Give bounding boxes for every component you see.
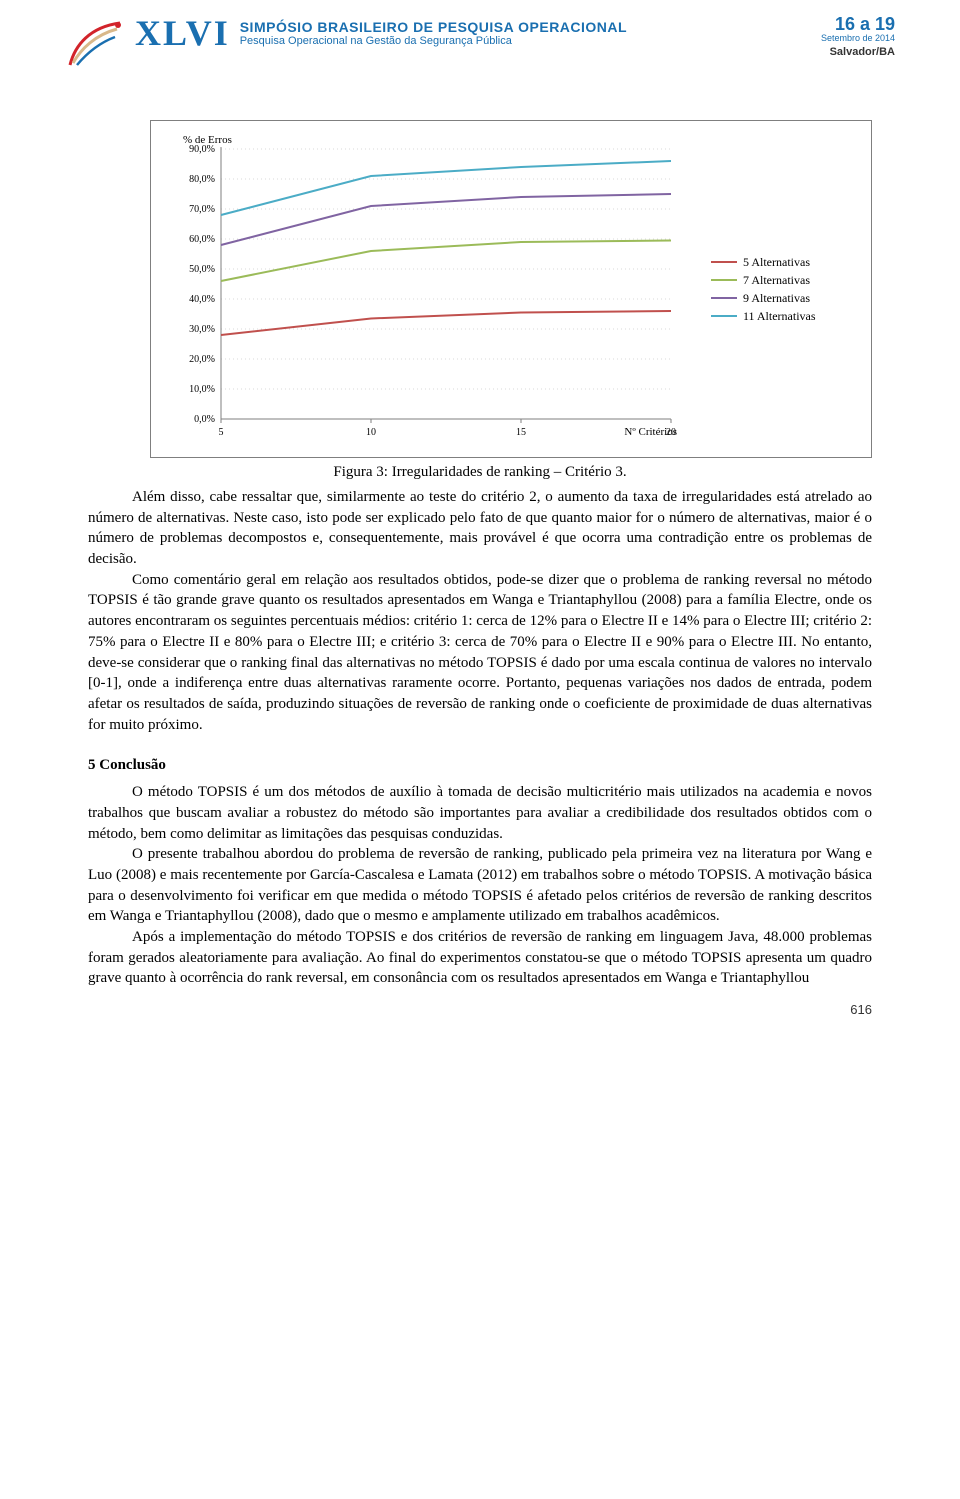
svg-text:15: 15 — [516, 427, 526, 438]
legend-swatch — [711, 279, 737, 281]
conf-title: SIMPÓSIO BRASILEIRO DE PESQUISA OPERACIO… — [240, 19, 627, 35]
svg-text:60,0%: 60,0% — [189, 234, 215, 245]
svg-text:10,0%: 10,0% — [189, 384, 215, 395]
svg-text:30,0%: 30,0% — [189, 324, 215, 335]
legend-label: 9 Alternativas — [743, 291, 810, 306]
figure-caption: Figura 3: Irregularidades de ranking – C… — [0, 464, 960, 481]
legend-label: 11 Alternativas — [743, 309, 816, 324]
conclusion-2: O presente trabalhou abordou do problema… — [88, 844, 872, 927]
legend-swatch — [711, 315, 737, 317]
page-number: 616 — [850, 1002, 872, 1017]
legend: 5 Alternativas 7 Alternativas 9 Alternativ… — [711, 252, 816, 327]
svg-text:80,0%: 80,0% — [189, 174, 215, 185]
figure-box: % de Erros0,0%10,0%20,0%30,0%40,0%50,0%6… — [150, 120, 872, 458]
page: XLVI SIMPÓSIO BRASILEIRO DE PESQUISA OPE… — [0, 0, 960, 1029]
dates-range: 16 a 19 — [821, 15, 895, 33]
line-chart: % de Erros0,0%10,0%20,0%30,0%40,0%50,0%6… — [161, 129, 681, 449]
legend-swatch — [711, 261, 737, 263]
conclusion-1: O método TOPSIS é um dos métodos de auxí… — [88, 782, 872, 844]
page-header: XLVI SIMPÓSIO BRASILEIRO DE PESQUISA OPE… — [0, 0, 960, 100]
conf-subtitle: Pesquisa Operacional na Gestão da Segura… — [240, 35, 627, 47]
legend-item: 11 Alternativas — [711, 309, 816, 324]
header-right: 16 a 19 Setembro de 2014 Salvador/BA — [821, 15, 895, 58]
swirl-logo-icon — [65, 15, 125, 70]
svg-text:Nº Critérios: Nº Critérios — [624, 426, 677, 438]
svg-text:40,0%: 40,0% — [189, 294, 215, 305]
header-left: XLVI SIMPÓSIO BRASILEIRO DE PESQUISA OPE… — [65, 15, 627, 70]
legend-label: 7 Alternativas — [743, 273, 810, 288]
svg-text:10: 10 — [366, 427, 376, 438]
svg-text:70,0%: 70,0% — [189, 204, 215, 215]
svg-text:50,0%: 50,0% — [189, 264, 215, 275]
para-1: Além disso, cabe ressaltar que, similarm… — [88, 487, 872, 570]
conclusion-3: Após a implementação do método TOPSIS e … — [88, 927, 872, 989]
dates-month: Setembro de 2014 — [821, 33, 895, 43]
edition-roman: XLVI — [135, 15, 230, 51]
svg-text:0,0%: 0,0% — [194, 414, 215, 425]
legend-swatch — [711, 297, 737, 299]
conclusion-text: O método TOPSIS é um dos métodos de auxí… — [88, 782, 872, 989]
legend-label: 5 Alternativas — [743, 255, 810, 270]
chart-area: % de Erros0,0%10,0%20,0%30,0%40,0%50,0%6… — [161, 129, 681, 449]
chart-wrap: % de Erros0,0%10,0%20,0%30,0%40,0%50,0%6… — [161, 129, 861, 449]
svg-text:90,0%: 90,0% — [189, 144, 215, 155]
legend-item: 7 Alternativas — [711, 273, 816, 288]
legend-item: 9 Alternativas — [711, 291, 816, 306]
body-text: Além disso, cabe ressaltar que, similarm… — [88, 487, 872, 735]
svg-text:5: 5 — [219, 427, 224, 438]
header-titles: SIMPÓSIO BRASILEIRO DE PESQUISA OPERACIO… — [240, 15, 627, 47]
para-2: Como comentário geral em relação aos res… — [88, 570, 872, 736]
city: Salvador/BA — [821, 46, 895, 58]
section-heading: 5 Conclusão — [88, 757, 872, 774]
svg-text:20,0%: 20,0% — [189, 354, 215, 365]
legend-item: 5 Alternativas — [711, 255, 816, 270]
